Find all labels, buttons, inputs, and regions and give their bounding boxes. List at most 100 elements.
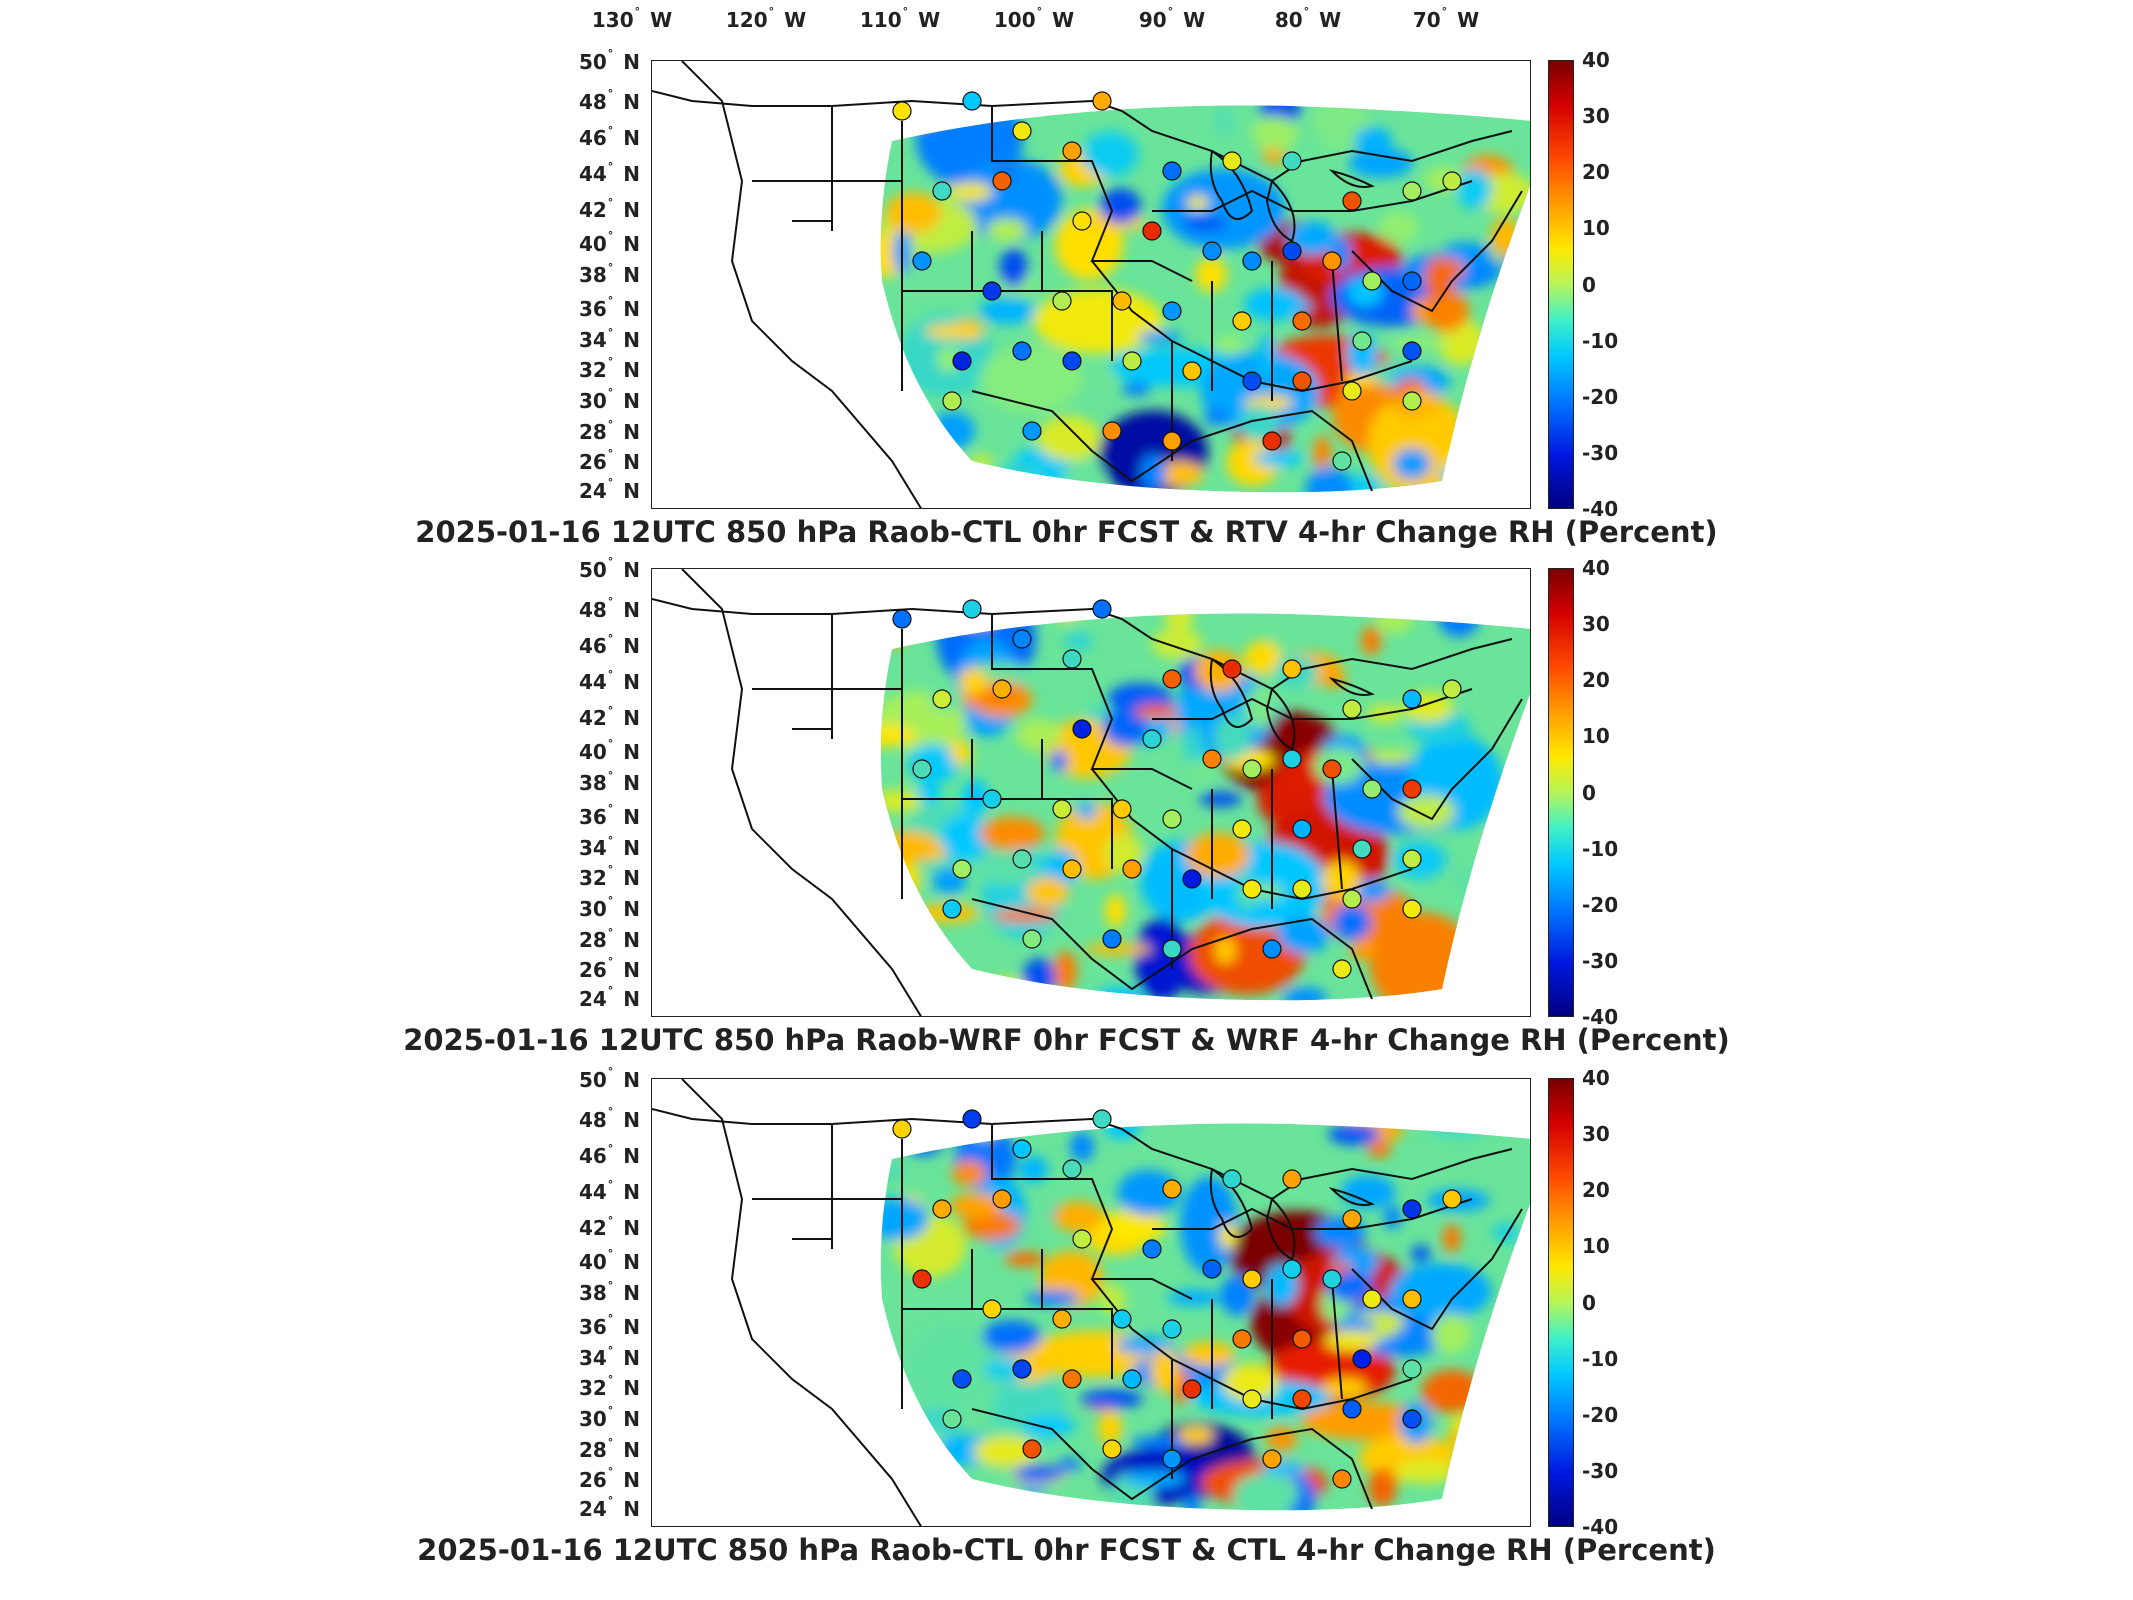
longitude-axis: 130° W 120° W 110° W 100° W 90° W 80° W 70° W [0, 0, 2133, 40]
field-patch [1368, 1467, 1397, 1507]
field-patch [1354, 127, 1393, 154]
border-line [991, 106, 1193, 282]
lat-tick-label: 34° N [578, 833, 640, 861]
raob-station-marker [1162, 809, 1182, 829]
raob-station-marker [1442, 1189, 1462, 1209]
colorbar [1548, 60, 1574, 509]
raob-station-marker [1162, 161, 1182, 181]
field-patch [880, 444, 934, 493]
raob-station-marker [1102, 1439, 1122, 1459]
field-patch [1199, 791, 1243, 807]
lat-tick-label: 28° N [578, 1435, 640, 1463]
raob-stations [892, 91, 1462, 471]
field-patch [1369, 912, 1476, 1001]
field-patch [1505, 255, 1522, 271]
raob-station-marker [1092, 599, 1112, 619]
lat-tick-label: 34° N [578, 325, 640, 353]
field-patch [1392, 1325, 1423, 1358]
raob-station-marker [1332, 451, 1352, 471]
panel-title: 2025-01-16 12UTC 850 hPa Raob-CTL 0hr FC… [415, 515, 1718, 549]
field-patch [1337, 1318, 1377, 1334]
field-patch [880, 724, 917, 747]
field-patch [1369, 749, 1413, 764]
field-patch [1004, 1251, 1045, 1267]
raob-station-marker [1262, 1449, 1282, 1469]
lat-tick-label: 34° N [578, 1343, 640, 1371]
lat-tick-label: 42° N [578, 703, 640, 731]
raob-station-marker [1012, 1359, 1032, 1379]
raob-station-marker [892, 609, 912, 629]
raob-station-marker [932, 1199, 952, 1219]
border-line [1091, 1278, 1413, 1411]
field-patch [1150, 1349, 1180, 1393]
map-plot-area [651, 60, 1531, 509]
field-patch [1154, 461, 1204, 488]
raob-station-marker [1342, 1399, 1362, 1419]
raob-station-marker [1232, 311, 1252, 331]
border-line [1171, 260, 1343, 461]
raob-station-marker [1402, 689, 1422, 709]
border-line [991, 614, 1193, 790]
colorbar-tick-label: 10 [1582, 1234, 1610, 1259]
field-patch [1072, 484, 1094, 493]
rh-change-map [652, 1079, 1530, 1526]
field-patch [1282, 987, 1328, 1001]
lon-tick-label: 110° W [859, 5, 941, 32]
raob-station-marker [952, 351, 972, 371]
raob-station-marker [1322, 1269, 1342, 1289]
field-patch [1213, 106, 1234, 137]
raob-station-marker [1292, 1389, 1312, 1409]
raob-station-marker [1322, 759, 1342, 779]
colorbar-tick-label: 0 [1582, 1290, 1596, 1315]
field-patch [903, 1323, 1003, 1411]
colorbar [1548, 1078, 1574, 1527]
field-patch [1134, 917, 1190, 1001]
border-line [991, 1124, 1193, 1300]
raob-station-marker [1062, 1369, 1082, 1389]
raob-station-marker [982, 281, 1002, 301]
raob-station-marker [1072, 211, 1092, 231]
field-patch [1254, 449, 1304, 467]
raob-station-marker [1402, 1289, 1422, 1309]
field-patch [1243, 287, 1305, 322]
raob-station-marker [1162, 301, 1182, 321]
lat-tick-label: 26° N [578, 1464, 640, 1492]
raob-station-marker [982, 789, 1002, 809]
border-line [1351, 190, 1523, 313]
field-patch [1328, 1123, 1380, 1146]
colorbar [1548, 568, 1574, 1017]
raob-station-marker [1332, 959, 1352, 979]
colorbar-tick-label: 40 [1582, 1066, 1610, 1090]
colorbar-tick-label: 0 [1582, 272, 1596, 297]
field-patch [979, 345, 1083, 413]
lat-tick-label: 40° N [578, 229, 640, 256]
lat-tick-label: 24° N [578, 984, 640, 1011]
field-patch [1188, 911, 1306, 995]
field-patch [973, 1436, 1038, 1468]
raob-station-marker [1342, 699, 1362, 719]
field-patch [1322, 1377, 1368, 1398]
raob-station-marker [1072, 1229, 1092, 1249]
raob-station-marker [992, 679, 1012, 699]
raob-station-marker [1012, 849, 1032, 869]
field-patch [895, 1424, 936, 1455]
raob-station-marker [1242, 879, 1262, 899]
raob-station-marker [1012, 629, 1032, 649]
raob-station-marker [1332, 1469, 1352, 1489]
colorbar-tick-label: -20 [1582, 384, 1619, 409]
field-patch [1219, 1222, 1237, 1250]
rh-change-map [652, 61, 1530, 508]
raob-station-marker [1092, 1109, 1112, 1129]
lon-tick-label: 100° W [993, 5, 1075, 32]
field-patch [1130, 1435, 1192, 1449]
field-patch [1244, 640, 1282, 676]
raob-station-marker [1232, 819, 1252, 839]
lat-tick-label: 50° N [578, 555, 640, 582]
field-patch [1487, 876, 1530, 909]
field-patch [1151, 627, 1203, 660]
field-patch [1383, 1205, 1402, 1230]
field-patch [1389, 1263, 1492, 1320]
field-patch [1389, 335, 1448, 349]
field-patch [982, 1320, 1042, 1353]
field-patch [958, 667, 988, 696]
